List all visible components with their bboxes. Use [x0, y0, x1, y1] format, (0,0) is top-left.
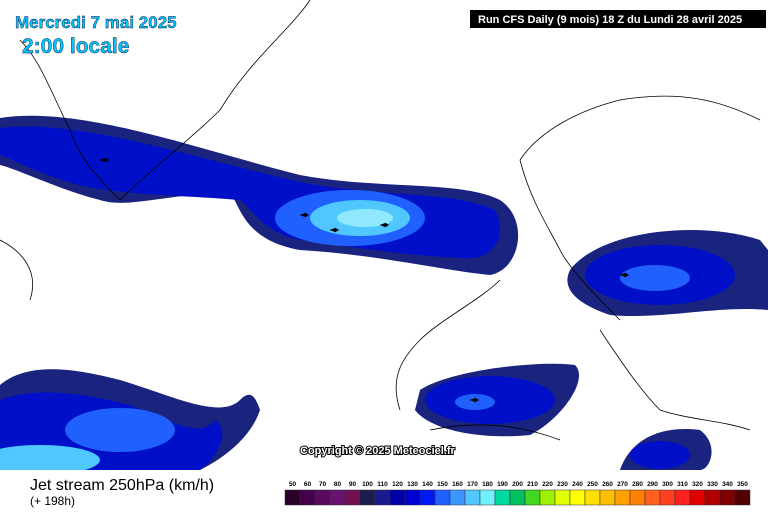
scale-label: 60: [304, 481, 312, 488]
scale-swatch: [584, 489, 601, 506]
wind-arrows: [100, 157, 630, 403]
scale-swatch: [464, 489, 481, 506]
scale-label: 120: [392, 481, 403, 488]
scale-label: 290: [647, 481, 658, 488]
scale-label: 350: [737, 481, 748, 488]
scale-label: 170: [467, 481, 478, 488]
scale-swatch: [644, 489, 661, 506]
scale-swatch: [389, 489, 406, 506]
copyright: Copyright © 2025 Meteociel.fr: [300, 445, 456, 457]
scale-label: 340: [722, 481, 733, 488]
scale-label: 240: [572, 481, 583, 488]
scale-label: 310: [677, 481, 688, 488]
scale-swatch: [434, 489, 451, 506]
scale-swatch: [524, 489, 541, 506]
scale-swatch: [419, 489, 436, 506]
scale-label: 160: [452, 481, 463, 488]
local-time: 2:00 locale: [22, 35, 129, 58]
jet-streams: [0, 115, 768, 475]
coastlines: [0, 0, 761, 441]
scale-swatch: [509, 489, 526, 506]
scale-label: 280: [632, 481, 643, 488]
scale-label: 210: [527, 481, 538, 488]
lead-time: (+ 198h): [30, 494, 75, 508]
scale-swatch: [284, 489, 301, 506]
scale-swatch: [614, 489, 631, 506]
scale-swatch: [689, 489, 706, 506]
scale-label: 90: [349, 481, 357, 488]
scale-swatch: [479, 489, 496, 506]
scale-swatch: [449, 489, 466, 506]
scale-swatch: [569, 489, 586, 506]
scale-swatch: [539, 489, 556, 506]
scale-label: 320: [692, 481, 703, 488]
scale-swatch: [659, 489, 676, 506]
scale-swatch: [629, 489, 646, 506]
scale-swatch: [674, 489, 691, 506]
run-info: Run CFS Daily (9 mois) 18 Z du Lundi 28 …: [478, 14, 742, 26]
scale-swatch: [719, 489, 736, 506]
scale-label: 220: [542, 481, 553, 488]
color-scale: 50 60 70 80 90 100 110 120 130 140 150 160 170 180 190…: [284, 481, 751, 506]
scale-label: 270: [617, 481, 628, 488]
scale-label: 200: [512, 481, 523, 488]
footer-title: Jet stream 250hPa (km/h): [30, 477, 214, 494]
scale-swatch: [359, 489, 376, 506]
scale-swatch: [404, 489, 421, 506]
scale-label: 130: [407, 481, 418, 488]
scale-swatch: [344, 489, 361, 506]
scale-label: 180: [482, 481, 493, 488]
scale-label: 80: [334, 481, 342, 488]
scale-label: 50: [289, 481, 297, 488]
scale-swatch: [704, 489, 721, 506]
scale-label: 330: [707, 481, 718, 488]
date: Mercredi 7 mai 2025: [15, 13, 177, 32]
scale-swatch: [554, 489, 571, 506]
scale-label: 100: [362, 481, 373, 488]
scale-label: 110: [377, 481, 388, 488]
scale-label: 190: [497, 481, 508, 488]
scale-label: 260: [602, 481, 613, 488]
scale-label: 250: [587, 481, 598, 488]
scale-label: 150: [437, 481, 448, 488]
scale-label: 70: [319, 481, 327, 488]
scale-swatch: [374, 489, 391, 506]
scale-label: 230: [557, 481, 568, 488]
scale-swatch: [314, 489, 331, 506]
scale-swatch: [494, 489, 511, 506]
scale-swatch: [329, 489, 346, 506]
scale-swatch: [299, 489, 316, 506]
scale-label: 140: [422, 481, 433, 488]
run-banner: [470, 10, 766, 28]
scale-swatch: [599, 489, 616, 506]
scale-label: 300: [662, 481, 673, 488]
scale-swatch: [734, 489, 751, 506]
